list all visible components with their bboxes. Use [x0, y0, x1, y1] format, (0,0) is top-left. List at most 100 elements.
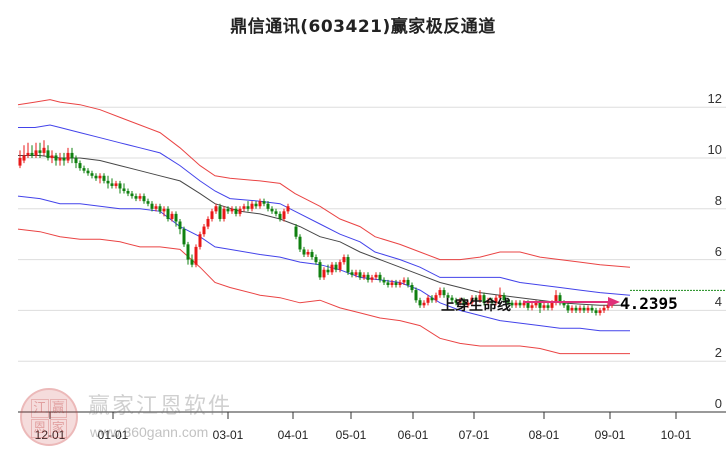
candle-up [514, 302, 518, 306]
candle-up [222, 208, 226, 219]
band-mid_line [18, 155, 630, 306]
candle-down [454, 300, 458, 303]
candle-down [366, 274, 370, 280]
candle-down [130, 193, 134, 197]
candle-down [506, 300, 510, 303]
candle-up [494, 297, 498, 303]
candle-up [402, 279, 406, 283]
candle-down [146, 201, 150, 204]
candle-up [238, 208, 242, 214]
x-tick-label: 05-01 [335, 428, 367, 442]
candle-down [186, 244, 190, 260]
candle-up [18, 158, 22, 166]
x-tick-label: 08-01 [528, 428, 560, 442]
watermark-logo-char: 家 [49, 419, 67, 438]
grid-lines [18, 106, 726, 362]
candle-up [98, 175, 102, 179]
band-lower_outer [17, 228, 630, 355]
candle-up [338, 262, 342, 270]
x-tick-label: 06-01 [397, 428, 429, 442]
candle-down [134, 196, 138, 199]
candle-down [574, 307, 578, 311]
candle-down [118, 183, 122, 189]
candle-up [390, 282, 394, 285]
candle-down [174, 213, 178, 222]
candle-down [418, 300, 422, 306]
watermark-logo-char: 赢 [49, 399, 67, 418]
candle-up [354, 272, 358, 275]
candle-down [102, 175, 106, 181]
candle-down [590, 307, 594, 311]
candle-down [262, 201, 266, 204]
candle-down [266, 203, 270, 209]
y-tick-label: 8 [714, 192, 722, 208]
candle-up [230, 208, 234, 212]
candle-down [218, 206, 222, 219]
candle-down [126, 191, 130, 194]
candle-up [114, 183, 118, 186]
candle-up [470, 297, 474, 303]
candle-down [82, 168, 86, 171]
candle-down [158, 206, 162, 212]
band-upper_inner [18, 124, 631, 296]
candle-up [398, 282, 402, 285]
candle-up [170, 213, 174, 219]
candle-down [270, 208, 274, 212]
candle-up [362, 274, 366, 278]
candle-up [42, 147, 46, 153]
candle-up [530, 305, 534, 308]
candle-up [598, 310, 602, 313]
y-tick-label: 2 [714, 345, 722, 361]
candle-down [414, 290, 418, 301]
candle-up [550, 302, 554, 308]
candle-up [206, 218, 210, 227]
x-tick-label: 01-01 [97, 428, 129, 442]
candle-down [90, 173, 94, 176]
candle-down [150, 203, 154, 209]
candle-down [110, 183, 114, 186]
candle-down [226, 208, 230, 212]
candle-down [346, 257, 350, 273]
arrow-head-icon [608, 297, 620, 307]
candle-down [86, 170, 90, 174]
candle-down [78, 163, 82, 169]
watermark-url: www.360gann.com [90, 424, 209, 440]
x-tick-label: 04-01 [277, 428, 309, 442]
candle-down [234, 208, 238, 214]
candle-down [38, 150, 42, 153]
candle-down [54, 155, 58, 161]
candle-up [542, 305, 546, 308]
x-tick-label: 09-01 [594, 428, 626, 442]
candle-up [286, 206, 290, 212]
candle-down [74, 158, 78, 164]
x-tick-label: 10-01 [660, 428, 692, 442]
candlesticks [18, 140, 614, 316]
candle-down [30, 152, 34, 156]
candle-down [294, 226, 298, 237]
candle-down [278, 213, 282, 219]
candle-down [386, 282, 390, 285]
annotation-value: 4.2395 [620, 294, 678, 313]
candle-down [302, 249, 306, 255]
candle-down [274, 211, 278, 214]
candle-down [142, 196, 146, 202]
watermark-logo-char: 江 [31, 399, 49, 418]
watermark-logo-icon: 江 赢 恩 家 [20, 388, 78, 446]
candle-down [546, 305, 550, 308]
candle-up [258, 201, 262, 207]
candle-down [594, 310, 598, 313]
candle-up [438, 290, 442, 296]
candle-down [318, 262, 322, 278]
candle-down [106, 180, 110, 184]
candle-up [58, 158, 62, 161]
candle-down [482, 295, 486, 303]
x-tick-label: 07-01 [458, 428, 490, 442]
watermark-name: 赢家江恩软件 [88, 394, 233, 419]
candle-down [442, 290, 446, 296]
candle-down [502, 295, 506, 301]
candle-down [394, 282, 398, 285]
candle-up [498, 295, 502, 298]
candle-down [566, 305, 570, 311]
candle-up [486, 300, 490, 303]
